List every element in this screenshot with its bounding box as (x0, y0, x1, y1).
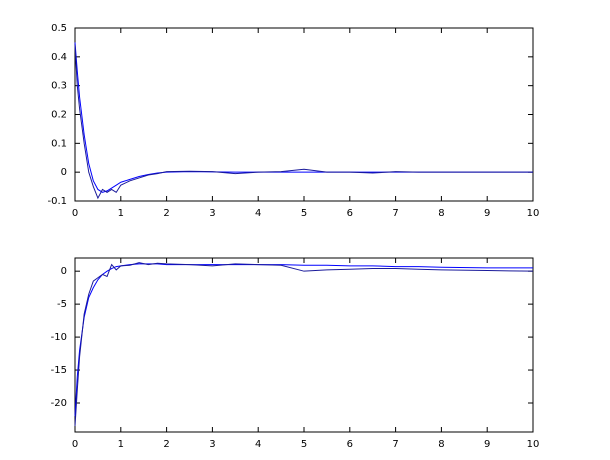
x-tick-label: 10 (527, 208, 540, 219)
y-tick-label: 0.2 (51, 110, 67, 121)
y-tick-label: 0.3 (51, 81, 67, 92)
x-tick-label: 0 (72, 439, 78, 450)
x-tick-label: 10 (527, 439, 540, 450)
x-tick-label: 1 (118, 208, 124, 219)
x-tick-label: 6 (347, 208, 353, 219)
y-tick-label: 0.5 (51, 23, 67, 34)
x-tick-label: 2 (163, 439, 169, 450)
y-tick-label: 0 (61, 266, 67, 277)
data-line (74, 262, 534, 427)
x-tick-label: 8 (438, 208, 444, 219)
y-tick-label: -10 (51, 332, 67, 343)
x-tick-label: 4 (255, 439, 261, 450)
x-tick-label: 7 (392, 439, 398, 450)
x-tick-label: 8 (438, 439, 444, 450)
x-tick-label: 3 (209, 208, 215, 219)
x-tick-label: 6 (347, 439, 353, 450)
x-tick-label: 4 (255, 208, 261, 219)
y-tick-label: -0.1 (47, 196, 67, 207)
y-tick-label: -20 (51, 398, 67, 409)
y-tick-label: -5 (57, 299, 67, 310)
x-tick-label: 3 (209, 439, 215, 450)
plot-frame (74, 257, 534, 433)
data-line (74, 263, 533, 417)
data-line (74, 45, 533, 200)
x-tick-label: 0 (72, 208, 78, 219)
y-tick-label: 0 (61, 167, 67, 178)
x-tick-label: 9 (484, 208, 490, 219)
x-tick-label: 2 (163, 208, 169, 219)
data-line (74, 42, 533, 193)
x-tick-label: 5 (301, 439, 307, 450)
x-tick-label: 1 (118, 439, 124, 450)
y-tick-label: 0.4 (51, 52, 67, 63)
x-tick-label: 7 (392, 208, 398, 219)
y-tick-label: -15 (51, 365, 67, 376)
x-tick-label: 5 (301, 208, 307, 219)
x-tick-label: 9 (484, 439, 490, 450)
y-tick-label: 0.1 (51, 138, 67, 149)
